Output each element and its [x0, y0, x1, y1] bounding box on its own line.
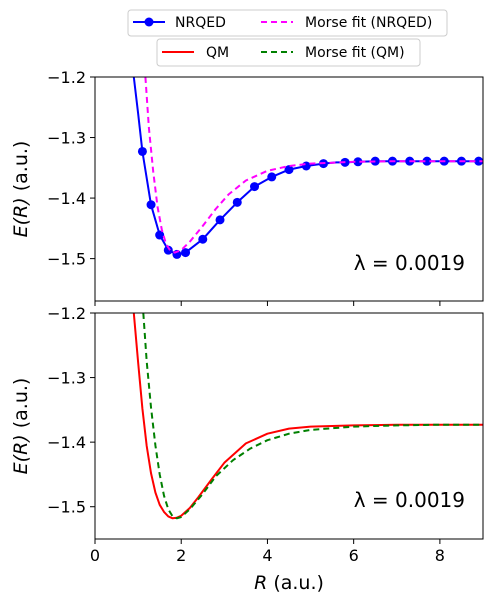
legend: NRQED Morse fit (NRQED) QM Morse fit (QM…: [127, 9, 448, 67]
top-y-tick-label: −1.2: [47, 68, 86, 87]
bottom-y-tick-label: −1.2: [47, 304, 86, 323]
legend-box-row1: [127, 9, 448, 37]
data-point-nrqed: [267, 172, 277, 182]
top-y-axis-label: E(R) (a.u.): [10, 141, 32, 238]
top-lambda-annotation: λ = 0.0019: [354, 251, 465, 275]
top-y-ticks: −1.2 −1.3 −1.4 −1.5: [47, 68, 95, 269]
top-y-tick-label: −1.3: [47, 129, 86, 148]
data-point-nrqed: [198, 234, 208, 244]
bottom-x-axis-label: R (a.u.): [254, 572, 324, 594]
data-point-nrqed: [250, 182, 260, 192]
bottom-panel-frame: [94, 312, 484, 540]
legend-label-qm: QM: [206, 45, 229, 61]
bottom-panel-curves: [132, 313, 483, 520]
bottom-y-tick-label: −1.3: [47, 369, 86, 388]
legend-marker-nrqed: [144, 17, 154, 27]
bottom-lambda-annotation: λ = 0.0019: [354, 488, 465, 512]
top-y-tick-label: −1.4: [47, 189, 86, 208]
legend-label-morse-nrqed: Morse fit (NRQED): [305, 15, 432, 31]
bottom-x-tick-label: 6: [349, 546, 359, 565]
bottom-y-ticks: −1.2 −1.3 −1.4 −1.5: [47, 304, 95, 517]
data-point-nrqed: [146, 200, 156, 210]
data-point-nrqed: [353, 157, 363, 167]
bottom-panel: −1.2 −1.3 −1.4 −1.5 0 2 4 6 8 E(R) (a.u.) R (a.…: [10, 304, 484, 594]
bottom-y-axis-label: E(R) (a.u.): [10, 378, 32, 475]
data-point-nrqed: [163, 245, 173, 255]
bottom-x-tick-label: 8: [435, 546, 445, 565]
legend-label-morse-qm: Morse fit (QM): [305, 45, 405, 61]
top-panel: −1.2 −1.3 −1.4 −1.5 E(R) (a.u.) λ = 0.0019: [10, 68, 484, 306]
data-point-nrqed: [474, 156, 483, 166]
bottom-y-tick-label: −1.4: [47, 433, 86, 452]
top-x-ticks: [94, 301, 441, 306]
bottom-x-tick-label: 4: [262, 546, 272, 565]
data-point-nrqed: [422, 156, 432, 166]
top-panel-curves: [132, 77, 483, 259]
bottom-x-ticks: 0 2 4 6 8: [90, 539, 445, 565]
top-y-tick-label: −1.5: [47, 250, 86, 269]
legend-box-row2: [156, 38, 421, 67]
legend-label-nrqed: NRQED: [175, 15, 226, 31]
data-point-nrqed: [155, 230, 165, 240]
data-point-nrqed: [284, 165, 294, 175]
top-panel-frame: [94, 76, 484, 302]
bottom-y-tick-label: −1.5: [47, 498, 86, 517]
data-point-nrqed: [232, 197, 242, 207]
data-point-nrqed: [137, 146, 147, 156]
series-line-morse-fit-nrqed: [144, 77, 483, 254]
bottom-x-tick-label: 2: [176, 546, 186, 565]
data-point-nrqed: [181, 248, 191, 258]
data-point-nrqed: [215, 215, 225, 225]
bottom-x-tick-label: 0: [90, 546, 100, 565]
